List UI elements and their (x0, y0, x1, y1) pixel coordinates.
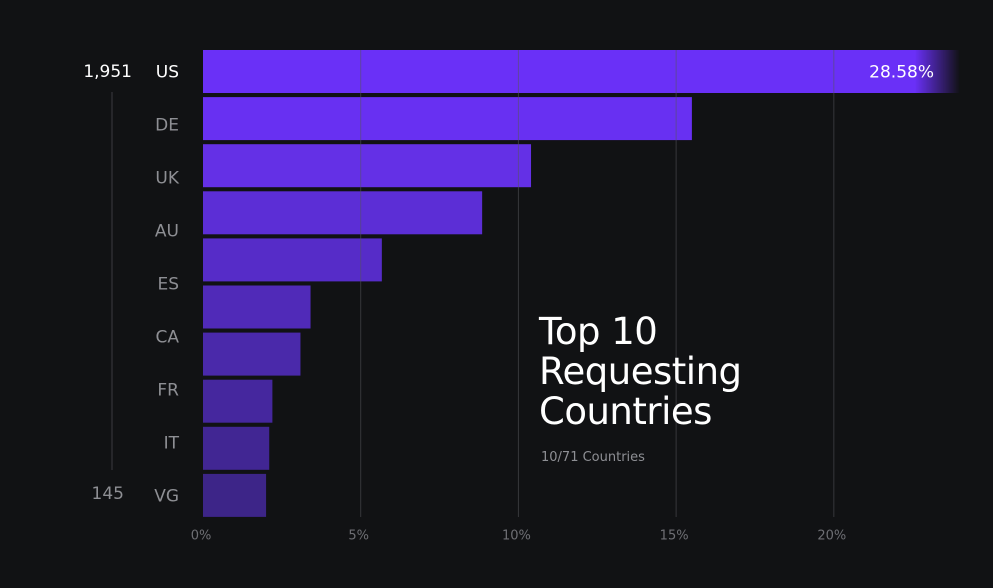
bar (203, 473, 267, 517)
y-tick-label: DE (155, 115, 179, 135)
y-tick-label: CA (156, 327, 180, 347)
min-count: 145 (92, 484, 124, 504)
y-tick-label: ES (157, 274, 179, 294)
y-tick-label: FR (157, 380, 179, 400)
bars (203, 50, 960, 517)
chart-title: Top 10 Requesting Countries (539, 310, 742, 433)
chart-subtitle: 10/71 Countries (541, 450, 645, 465)
bar (203, 426, 270, 470)
x-tick-label: 20% (817, 529, 846, 544)
y-tick-label: AU (155, 221, 179, 241)
bar (203, 285, 311, 329)
x-tick-label: 15% (660, 529, 689, 544)
bar (203, 144, 532, 188)
value-label: 28.58% (869, 63, 934, 83)
y-tick-label: UK (155, 168, 179, 188)
x-tick-label: 10% (502, 529, 531, 544)
bar (203, 379, 273, 423)
bar (203, 97, 692, 141)
bar (203, 332, 301, 376)
x-tick-label: 0% (191, 529, 212, 544)
bar (203, 191, 483, 235)
max-count: 1,951 (83, 62, 132, 82)
y-tick-label: US (156, 63, 179, 83)
bar (203, 238, 382, 282)
y-tick-label: IT (164, 433, 180, 453)
x-tick-label: 5% (348, 529, 369, 544)
y-tick-label: VG (154, 486, 179, 506)
